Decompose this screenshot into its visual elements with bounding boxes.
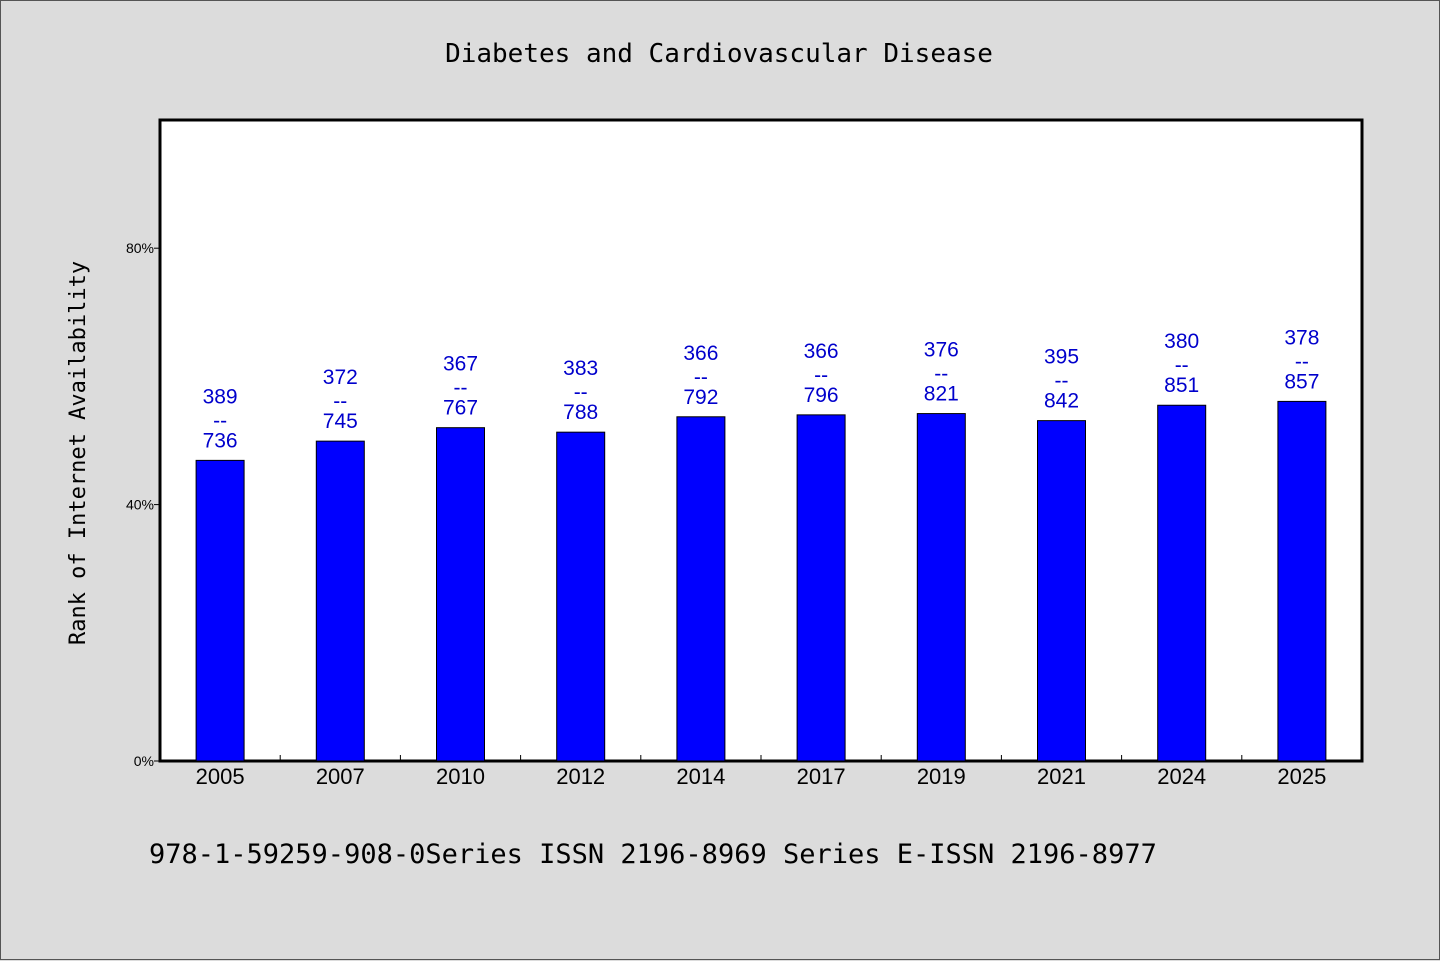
y-tick-label: 80% <box>126 240 154 256</box>
bar <box>315 440 365 762</box>
data-label-bottom: 736 <box>203 429 238 452</box>
data-label: 796--366 <box>804 340 839 407</box>
footer-isbn-text: 978-1-59259-908-0Series ISSN 2196-8969 S… <box>149 839 1157 870</box>
bar <box>195 459 245 762</box>
data-label-top: 366 <box>804 340 839 363</box>
data-label-separator: -- <box>1175 354 1189 377</box>
data-label: 736--389 <box>203 385 238 452</box>
data-label-top: 380 <box>1164 330 1199 353</box>
bar <box>1277 400 1327 762</box>
bar <box>1037 420 1086 762</box>
bar <box>436 427 485 762</box>
data-label-bottom: 745 <box>323 410 358 433</box>
x-tick-label: 2010 <box>436 764 485 789</box>
data-label-top: 383 <box>563 357 598 380</box>
data-label-separator: -- <box>574 381 588 404</box>
data-label-bottom: 788 <box>563 401 598 424</box>
bar <box>796 414 846 762</box>
y-tick-label: 0% <box>134 753 154 769</box>
data-label: 745--372 <box>323 366 358 433</box>
data-label-separator: -- <box>1295 350 1309 373</box>
data-label-separator: -- <box>454 377 468 400</box>
x-tick-label: 2019 <box>917 764 966 789</box>
x-tick-label: 2025 <box>1277 764 1326 789</box>
x-tick-label: 2014 <box>676 764 725 789</box>
y-axis: 0% 40% 80% <box>126 240 160 769</box>
bar <box>676 416 726 762</box>
data-label: 788--383 <box>563 357 598 424</box>
data-label: 842--395 <box>1044 346 1079 413</box>
data-label: 857--378 <box>1284 326 1319 393</box>
data-label-top: 372 <box>323 366 358 389</box>
data-label-bottom: 767 <box>443 397 478 420</box>
data-label-separator: -- <box>1055 370 1069 393</box>
data-label-top: 395 <box>1044 346 1079 369</box>
chart-title: Diabetes and Cardiovascular Disease <box>445 39 993 69</box>
data-label-bottom: 792 <box>683 386 718 409</box>
x-tick-label: 2017 <box>797 764 846 789</box>
y-axis-label: Rank of Internet Availability <box>66 261 91 645</box>
x-tick-label: 2021 <box>1037 764 1086 789</box>
x-tick-label: 2005 <box>196 764 245 789</box>
x-tick-label: 2007 <box>316 764 365 789</box>
x-tick-label: 2012 <box>556 764 605 789</box>
data-label-separator: -- <box>934 363 948 386</box>
data-label-top: 376 <box>924 339 959 362</box>
y-tick-label: 40% <box>126 497 154 513</box>
data-label-top: 389 <box>203 385 238 408</box>
data-label: 767--367 <box>443 353 478 420</box>
data-label-bottom: 796 <box>804 384 839 407</box>
data-label-bottom: 857 <box>1284 370 1319 393</box>
data-labels: 736--389745--372767--367788--383792--366… <box>203 326 1320 452</box>
data-label-bottom: 821 <box>924 383 959 406</box>
data-label-bottom: 842 <box>1044 390 1079 413</box>
x-tick-label: 2024 <box>1157 764 1206 789</box>
data-label: 792--366 <box>683 342 718 409</box>
data-label-separator: -- <box>333 390 347 413</box>
bars <box>195 400 1327 762</box>
bar <box>1157 404 1207 762</box>
data-label-separator: -- <box>814 364 828 387</box>
data-label: 821--376 <box>924 339 959 406</box>
data-label-separator: -- <box>694 366 708 389</box>
data-label-bottom: 851 <box>1164 374 1199 397</box>
bar <box>916 413 966 762</box>
data-label-top: 366 <box>683 342 718 365</box>
x-axis: 2005 2007 2010 2012 2014 2017 2019 2021 2024 2025 <box>196 755 1326 789</box>
data-label: 851--380 <box>1164 330 1199 397</box>
data-label-top: 378 <box>1284 326 1319 349</box>
bar <box>556 431 606 762</box>
data-label-top: 367 <box>443 353 478 376</box>
data-label-separator: -- <box>213 409 227 432</box>
